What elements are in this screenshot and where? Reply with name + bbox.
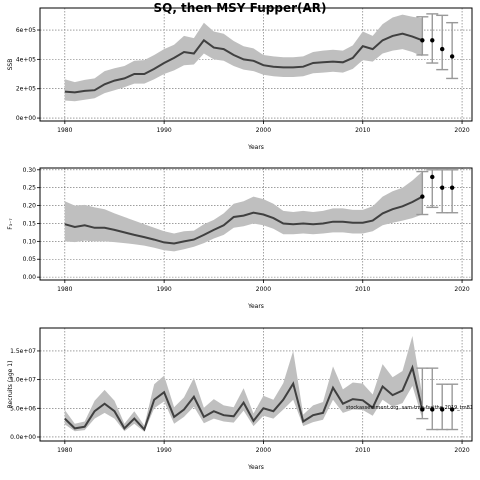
y-tick-label: 6e+05: [16, 27, 36, 34]
y-tick-label: 0.30: [23, 167, 37, 174]
x-axis-label: Years: [247, 464, 264, 471]
y-tick-label: 1.0e+07: [10, 377, 36, 384]
x-tick-label: 2010: [355, 127, 370, 134]
panel-recruits: 1980 1990 2000 2010 2020 0.0e+00 5.0e+06 1.0e+0…: [7, 327, 473, 471]
estimate-line: [64, 195, 423, 245]
y-tick-label: 0.10: [23, 238, 37, 245]
estimate-line: [64, 364, 424, 432]
y-tick-label: 0e+00: [16, 115, 36, 122]
estimate-line: [64, 32, 423, 94]
y-tick-label: 4e+05: [16, 56, 36, 63]
y-tick-label: 2e+05: [16, 86, 36, 93]
panel-ssb: 1980 1990 2000 2010 2020 0e+00 2e+05 4e+05 6e+05…: [7, 7, 473, 151]
x-tick-label: 2000: [256, 127, 271, 134]
y-tick-label: 5.0e+06: [10, 405, 36, 412]
x-tick-label: 1980: [57, 286, 72, 293]
confidence-band: [64, 14, 423, 102]
forecast-point: [430, 407, 435, 412]
x-tick-label: 2010: [355, 447, 370, 454]
y-tick-label: 1.5e+07: [10, 348, 36, 355]
y-axis-label: Recruits (age 1): [7, 361, 14, 409]
confidence-band: [64, 171, 423, 252]
y-tick-label: 0.20: [23, 203, 37, 210]
x-tick-label: 2020: [454, 447, 469, 454]
y-axis-label: SSB: [7, 59, 14, 71]
confidence-band: [64, 336, 423, 432]
forecast-point: [420, 194, 425, 199]
x-tick-label: 2000: [256, 286, 271, 293]
plot-frame: [39, 167, 473, 281]
forecast-point: [430, 174, 435, 180]
forecast-point: [420, 38, 425, 43]
y-tick-label: 0.00: [23, 274, 37, 281]
forecast-point: [440, 407, 445, 412]
x-tick-label: 1990: [156, 447, 171, 454]
forecast-point: [440, 46, 445, 52]
y-tick-label: 0.25: [23, 185, 37, 192]
forecast-point: [430, 38, 435, 43]
y-axis-label: F₃₋₇: [7, 218, 14, 230]
panel-fbar: 1980 1990 2000 2010 2020 0.00 0.05 0.10 0.15 0.20…: [7, 167, 473, 310]
x-tick-label: 1990: [156, 286, 171, 293]
x-axis-label: Years: [247, 144, 264, 151]
forecast-point: [449, 54, 455, 59]
x-axis-label: Years: [247, 303, 264, 310]
y-tick-label: 0.15: [23, 220, 37, 227]
x-tick-label: 1990: [156, 127, 171, 134]
footer-credit: stockassessment.org, sam-tmb-fsaithe-201…: [346, 405, 473, 411]
x-tick-label: 1980: [57, 127, 72, 134]
y-tick-label: 0.0e+00: [10, 434, 36, 441]
plot-frame: [39, 327, 473, 442]
x-tick-label: 1980: [57, 447, 72, 454]
y-tick-label: 0.05: [23, 256, 37, 263]
forecast-point: [420, 407, 425, 412]
plot-frame: [39, 7, 473, 122]
x-tick-label: 2020: [454, 286, 469, 293]
forecast-point: [449, 185, 455, 190]
x-tick-label: 2020: [454, 127, 469, 134]
x-tick-label: 2000: [256, 447, 271, 454]
forecast-point: [449, 407, 455, 412]
forecast-point: [440, 185, 445, 190]
x-tick-label: 2010: [355, 286, 370, 293]
